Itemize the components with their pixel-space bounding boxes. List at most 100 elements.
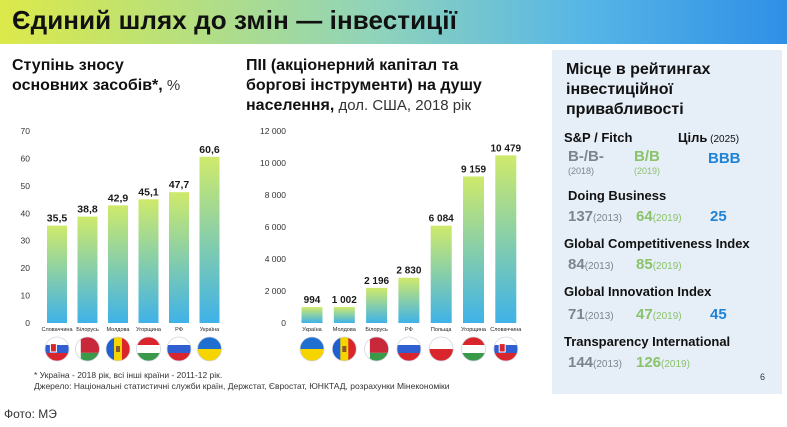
y-tick-label: 10 <box>21 291 31 301</box>
flag-icon-ua <box>197 336 222 362</box>
footnotes: * Україна - 2018 рік, всі інші країни - … <box>34 370 450 392</box>
photo-caption: Фото: МЭ <box>4 407 57 421</box>
bar <box>47 225 67 323</box>
slide: Ступінь зносу основних засобів*, % ПІІ (… <box>0 44 787 395</box>
bar <box>430 225 452 323</box>
y-tick-label: 12 000 <box>260 126 286 136</box>
flag-icon-md <box>331 336 357 362</box>
ti-label: Transparency International <box>564 334 731 349</box>
category-label: Словаччина <box>42 327 74 333</box>
flag-icon-by <box>364 336 390 362</box>
db-2013-value: 137(2013) <box>568 208 622 225</box>
bar <box>301 307 323 323</box>
y-tick-label: 70 <box>21 126 31 136</box>
bar <box>398 277 420 323</box>
category-label: Польща <box>431 327 452 333</box>
sp-fitch-label: S&P / Fitch <box>564 130 633 145</box>
data-label: 994 <box>304 295 321 306</box>
bar <box>463 176 484 323</box>
category-label: РФ <box>405 327 413 333</box>
gii-target-value: 45 <box>710 306 727 323</box>
sp-2019-year: (2019) <box>634 166 661 176</box>
category-label: Угорщина <box>136 327 162 333</box>
bar <box>495 155 517 323</box>
ratings-title: Місце в рейтингах інвестиційної привабли… <box>566 61 711 118</box>
data-label: 2 196 <box>364 276 389 287</box>
category-label: Україна <box>200 327 220 333</box>
category-label: Словаччина <box>490 327 522 333</box>
category-label: Угорщина <box>461 327 487 333</box>
data-label: 60,6 <box>199 144 220 156</box>
y-tick-label: 6 000 <box>265 222 287 232</box>
category-label: Україна <box>302 327 322 333</box>
footnote-period: * Україна - 2018 рік, всі інші країни - … <box>34 370 223 380</box>
chart1-title: Ступінь зносу основних засобів*, % <box>12 57 181 94</box>
sp-2018-year: (2018) <box>568 166 595 176</box>
category-label: Білорусь <box>365 327 388 333</box>
y-tick-label: 10 000 <box>260 158 286 168</box>
wear-chart: 0 10 20 30 40 50 60 70 35,5 Словаччина 38,8 Білорус… <box>21 126 222 362</box>
y-tick-label: 20 <box>21 263 31 273</box>
gii-2013-value: 71(2013) <box>568 306 614 323</box>
y-tick-label: 2 000 <box>265 286 287 296</box>
y-tick-label: 0 <box>25 318 30 328</box>
flag-icon-ru <box>166 336 192 362</box>
category-label: Білорусь <box>76 327 99 333</box>
fdi-chart: 0 2 000 4 000 6 000 8 000 10 000 12 000 994 Укра… <box>260 126 522 362</box>
chart2-title: ПІІ (акціонерний капітал та боргові інст… <box>246 57 482 114</box>
gii-2019-value: 47(2019) <box>636 306 682 323</box>
gci-label: Global Competitiveness Index <box>564 236 750 251</box>
sp-target-value: BBB <box>708 150 741 167</box>
ti-2013-value: 144(2013) <box>568 354 622 371</box>
data-label: 1 002 <box>332 295 357 306</box>
data-label: 45,1 <box>138 186 159 198</box>
flag-icon-by <box>75 336 100 362</box>
page-number: 6 <box>760 372 766 382</box>
y-tick-label: 0 <box>281 318 286 328</box>
gci-2019-value: 85(2019) <box>636 256 682 273</box>
bar <box>199 156 220 323</box>
flag-icon-hu <box>461 336 486 362</box>
bar <box>333 306 355 323</box>
db-2019-value: 64(2019) <box>636 208 682 225</box>
data-label: 2 830 <box>396 266 421 277</box>
gci-2013-value: 84(2013) <box>568 256 614 273</box>
ratings-panel: Місце в рейтингах інвестиційної привабли… <box>552 50 782 394</box>
bar <box>169 192 189 323</box>
sp-2019-value: B/B <box>634 148 660 165</box>
flag-icon-sk <box>44 336 70 362</box>
category-label: РФ <box>175 327 183 333</box>
data-label: 47,7 <box>169 179 190 191</box>
data-label: 6 084 <box>429 214 454 225</box>
data-label: 38,8 <box>77 204 98 216</box>
flag-icon-ua <box>299 336 325 362</box>
bar <box>138 199 159 323</box>
bar <box>77 216 98 323</box>
flag-icon-hu <box>136 336 161 362</box>
flag-icon-md <box>105 336 131 362</box>
doing-business-label: Doing Business <box>568 188 667 203</box>
header-banner: Єдиний шлях до змін — інвестиції <box>0 0 787 44</box>
page-title: Єдиний шлях до змін — інвестиції <box>12 5 457 35</box>
flag-icon-ru <box>396 336 422 362</box>
y-tick-label: 40 <box>21 208 31 218</box>
target-label: Ціль (2025) <box>678 130 740 145</box>
bar <box>366 287 388 323</box>
category-label: Молдова <box>107 327 131 333</box>
flag-icon-sk <box>493 336 519 362</box>
sp-2018-value: B-/B- <box>568 148 604 165</box>
footnote-source: Джерело: Національні статистичні служби … <box>34 381 450 391</box>
db-target-value: 25 <box>710 208 727 225</box>
data-label: 10 479 <box>491 143 522 154</box>
data-label: 42,9 <box>108 192 129 204</box>
y-tick-label: 60 <box>21 153 31 163</box>
bar <box>108 205 128 323</box>
gii-label: Global Innovation Index <box>564 284 712 299</box>
y-tick-label: 30 <box>21 236 31 246</box>
data-label: 35,5 <box>47 213 68 225</box>
flag-icon-pl <box>428 336 454 362</box>
data-label: 9 159 <box>461 164 486 175</box>
category-label: Молдова <box>333 327 357 333</box>
y-tick-label: 4 000 <box>265 254 287 264</box>
y-tick-label: 50 <box>21 181 31 191</box>
